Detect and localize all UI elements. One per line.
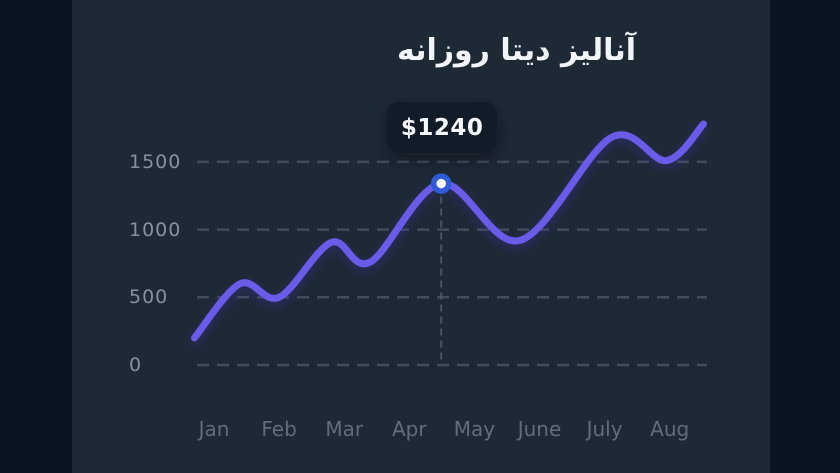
y-tick-label: 0 (129, 354, 143, 376)
x-tick-label: Apr (391, 417, 427, 441)
x-tick-label: May (453, 417, 496, 441)
value-tooltip: $1240 (386, 101, 499, 154)
x-tick-label: Aug (650, 417, 690, 441)
y-tick-label: 1500 (129, 150, 182, 173)
x-tick-label: Mar (325, 417, 364, 441)
tooltip-value: $1240 (400, 114, 484, 141)
y-tick-label: 1000 (129, 218, 182, 241)
x-tick-label: June (517, 417, 562, 441)
x-tick-label: July (586, 417, 623, 441)
x-tick-label: Feb (261, 417, 297, 441)
y-tick-label: 500 (129, 286, 169, 309)
chart-card: آنالیز دیتا روزانه $1240 (72, 0, 770, 473)
highlight-marker[interactable] (430, 173, 452, 194)
page-title: آنالیز دیتا روزانه (397, 33, 636, 68)
series-line (190, 120, 708, 342)
x-tick-label: Jan (198, 417, 230, 441)
